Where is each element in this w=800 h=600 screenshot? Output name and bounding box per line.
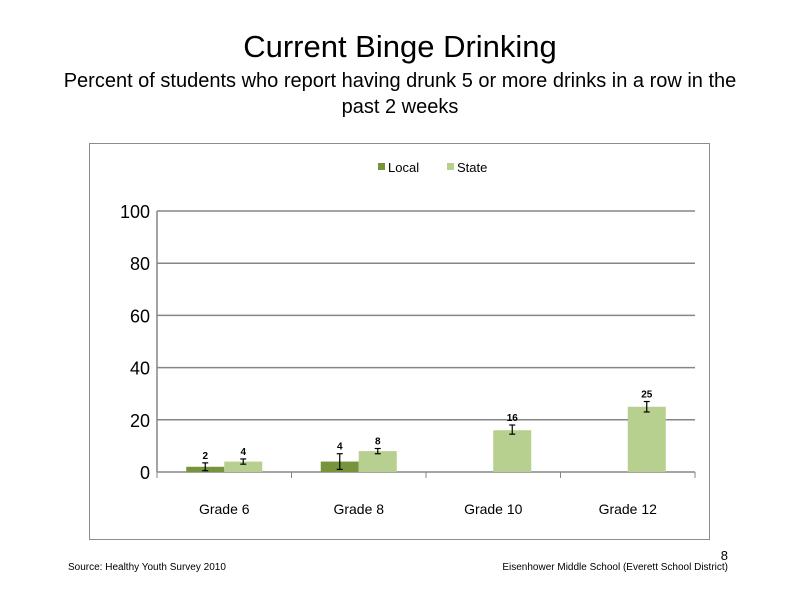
legend-swatch-local: [378, 163, 385, 170]
bar-state: [493, 430, 532, 472]
y-tick-label: 0: [140, 463, 150, 483]
legend-label: Local: [388, 160, 419, 175]
bar-chart: 0 20 40 60 80 100 Grade 6 Grade 8 Grade 10 Grade …: [120, 160, 696, 517]
bar-state: [627, 406, 666, 472]
page-number: 8: [720, 548, 728, 563]
school-footer: Eisenhower Middle School (Everett School…: [502, 562, 728, 573]
legend-label: State: [457, 160, 487, 175]
y-tick-label: 80: [130, 254, 150, 274]
x-tick-label: Grade 8: [333, 501, 384, 517]
data-label: 2: [202, 451, 208, 462]
data-label: 16: [507, 413, 519, 424]
x-tick-label: Grade 12: [599, 501, 658, 517]
x-tick-label: Grade 6: [199, 501, 250, 517]
y-tick-label: 40: [130, 359, 150, 379]
chart-title: Current Binge Drinking: [243, 29, 557, 64]
data-label: 4: [337, 442, 343, 453]
data-label: 4: [240, 447, 246, 458]
legend-swatch-state: [447, 163, 454, 170]
data-label: 25: [641, 390, 653, 401]
y-tick-label: 20: [130, 411, 150, 431]
y-tick-label: 100: [120, 202, 150, 222]
chart-frame: 0 20 40 60 80 100 Grade 6 Grade 8 Grade 10 Grade …: [89, 143, 710, 540]
y-tick-label: 60: [130, 306, 150, 326]
chart-subtitle: Percent of students who report having dr…: [63, 70, 737, 118]
bar-state: [224, 461, 263, 472]
x-tick-label: Grade 10: [464, 501, 523, 517]
source-note: Source: Healthy Youth Survey 2010: [68, 562, 226, 573]
bar-state: [358, 451, 397, 472]
data-label: 8: [375, 437, 381, 448]
